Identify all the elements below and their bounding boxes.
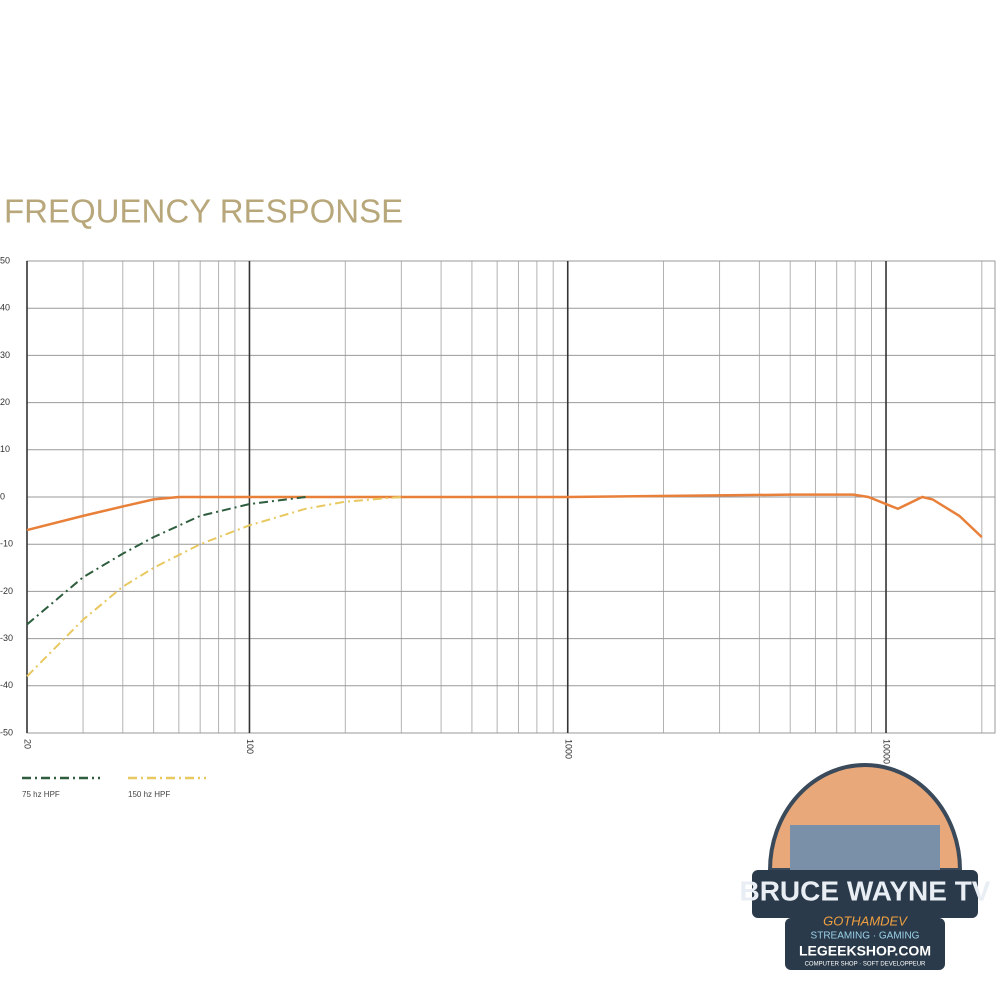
y-tick-label: 50 [0,255,10,265]
badge-banner [752,870,978,918]
x-tick-label: 1000 [563,739,573,759]
watermark-footer: COMPUTER SHOP · SOFT DEVELOPPEUR [805,962,926,968]
y-tick-label: -10 [0,539,13,549]
y-tick-label: -40 [0,680,13,690]
series-line [26,496,402,678]
badge-footer [785,918,945,970]
y-tick-label: -50 [0,727,13,737]
x-tick-label: 20 [23,739,33,749]
watermark: BRUCE WAYNE TV GOTHAMDEV STREAMING · GAM… [739,763,991,970]
y-tick-label: 0 [0,491,5,501]
watermark-site: LEGEEKSHOP.COM [799,943,931,959]
series-line [26,493,983,539]
y-tick-label: 30 [0,350,10,360]
legend-label: 75 hz HPF [22,790,60,799]
series-line [26,496,306,626]
y-tick-label: -20 [0,586,13,596]
chart-title: FREQUENCY RESPONSE [4,193,403,230]
legend-label: 150 hz HPF [128,790,170,799]
watermark-subtitle: GOTHAMDEV [823,913,908,928]
y-tick-label: -30 [0,633,13,643]
badge-city [790,825,940,875]
x-tick-label: 100 [245,739,255,754]
watermark-tagline: STREAMING · GAMING [811,931,920,942]
y-tick-label: 10 [0,444,10,454]
watermark-title: BRUCE WAYNE TV [739,875,990,906]
x-tick-label: 10000 [882,739,892,764]
y-tick-label: 20 [0,397,10,407]
y-tick-label: 40 [0,303,10,313]
